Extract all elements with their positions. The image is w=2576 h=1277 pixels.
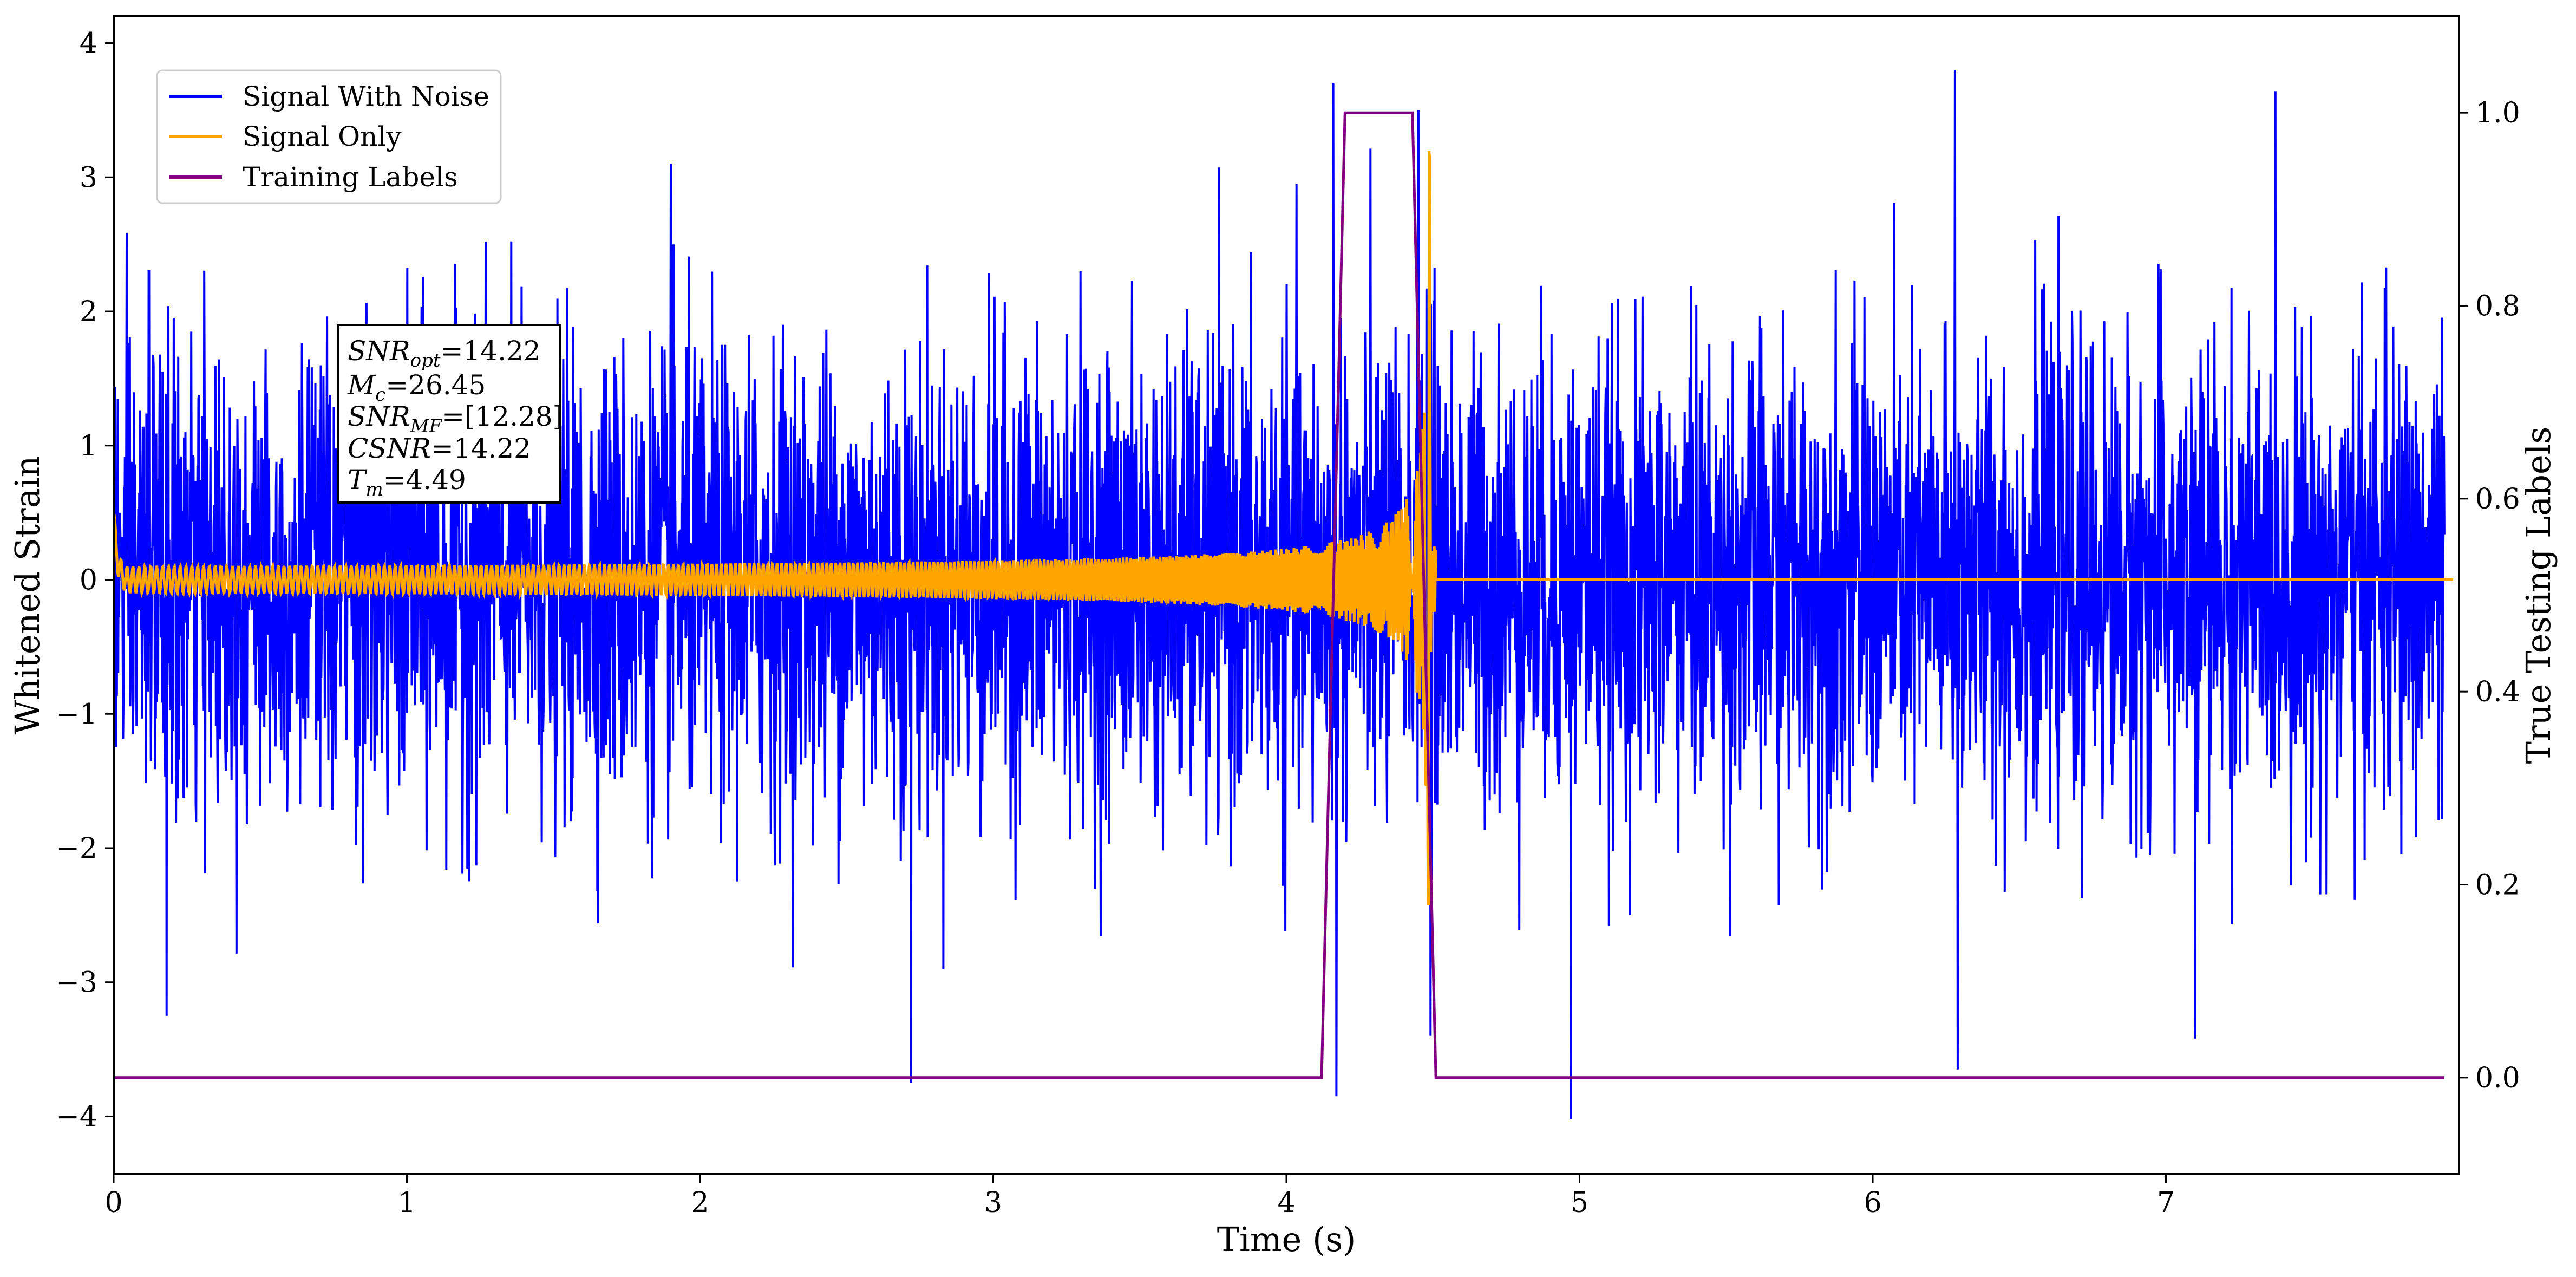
- y2-tick-label: 0.6: [2475, 483, 2520, 516]
- series-layer: [114, 70, 2454, 1119]
- y2-axis-ticks: 0.0 0.2 0.4 0.6 0.8 1.0: [2459, 97, 2520, 1094]
- x-tick-label: 2: [691, 1187, 709, 1219]
- annotation-frame: [337, 324, 561, 504]
- y2-tick-label: 0.4: [2475, 676, 2520, 708]
- x-tick-label: 4: [1277, 1187, 1295, 1219]
- x-tick-label: 7: [2157, 1187, 2175, 1219]
- annotation-tm: Tm=4.49: [348, 464, 466, 500]
- y-tick-label: 1: [80, 430, 97, 462]
- legend-box: [156, 69, 502, 204]
- legend-label-signal-noise: Signal With Noise: [243, 81, 489, 112]
- x-tick-label: 5: [1571, 1187, 1588, 1219]
- legend: Signal With Noise Signal Only Training L…: [156, 69, 502, 204]
- y2-tick-label: 1.0: [2475, 97, 2520, 129]
- y-axis-title: Whitened Strain: [8, 456, 47, 735]
- x-axis-title: Time (s): [1217, 1220, 1356, 1259]
- y-tick-label: 2: [80, 296, 97, 328]
- x-tick-label: 3: [984, 1187, 1002, 1219]
- x-axis-ticks: 0 1 2 3 4 5 6 7: [104, 1174, 2175, 1219]
- y-tick-label: −1: [56, 698, 97, 731]
- legend-label-training-labels: Training Labels: [243, 161, 458, 193]
- annotation-mc: Mc=26.45: [347, 369, 486, 406]
- x-tick-label: 1: [398, 1187, 416, 1219]
- y-tick-label: 4: [80, 28, 97, 60]
- y2-tick-label: 0.0: [2475, 1062, 2520, 1094]
- y-axis-ticks: −4 −3 −2 −1 0 1 2 3 4: [56, 28, 114, 1133]
- series-training-labels: [114, 111, 2444, 1079]
- y-tick-label: −4: [56, 1100, 97, 1133]
- x-tick-label: 6: [1864, 1187, 1881, 1219]
- annotation-box: SNRopt=14.22 Mc=26.45 SNRMF=[12.28] CSNR…: [337, 324, 563, 504]
- legend-label-signal-only: Signal Only: [243, 121, 402, 152]
- y2-axis-title: True Testing Labels: [2519, 427, 2558, 764]
- y2-tick-label: 0.8: [2475, 290, 2520, 323]
- y-tick-label: 3: [80, 161, 97, 194]
- annotation-snr-mf: SNRMF=[12.28]: [348, 401, 563, 437]
- y-tick-label: −3: [56, 967, 97, 999]
- y-tick-label: −2: [56, 832, 97, 865]
- series-signal-only: [114, 151, 2454, 906]
- annotation-csnr: CSNR=14.22: [348, 433, 531, 464]
- x-tick-label: 0: [104, 1187, 122, 1219]
- y2-tick-label: 0.2: [2475, 869, 2520, 902]
- y-tick-label: 0: [80, 564, 97, 597]
- annotation-snr-opt: SNRopt=14.22: [348, 335, 541, 372]
